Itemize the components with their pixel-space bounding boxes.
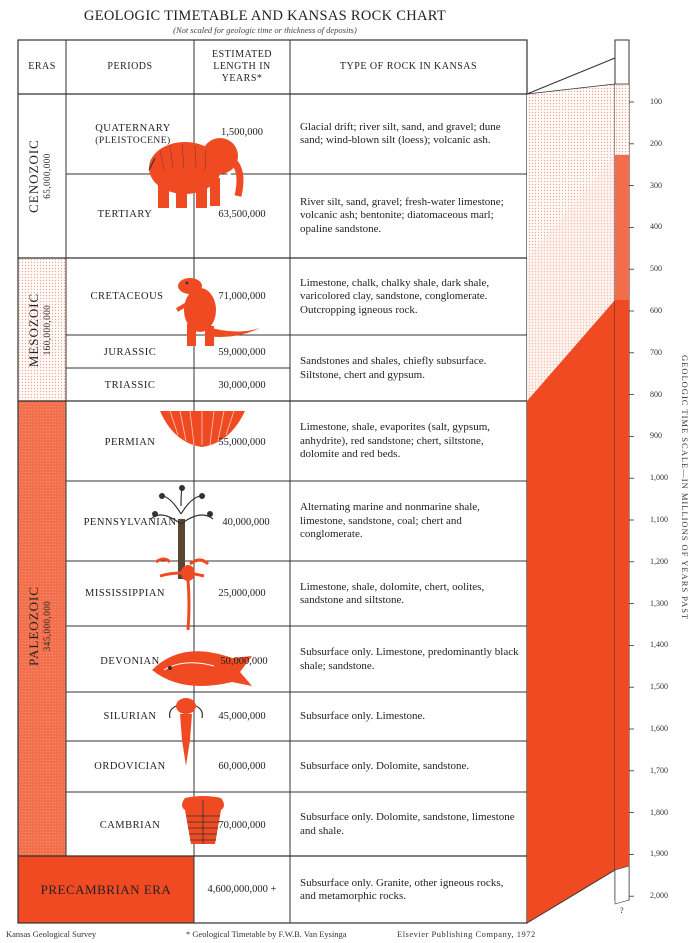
years-quaternary: 1,500,000 xyxy=(221,126,263,138)
era-precambrian: PRECAMBRIAN ERA xyxy=(40,881,172,897)
period-jurassic: JURASSIC xyxy=(103,346,157,358)
footer-left: Kansas Geological Survey xyxy=(6,929,97,939)
years-permian: 55,000,000 xyxy=(218,436,266,448)
rock-cambrian: Subsurface only. Dolomite, sandstone, li… xyxy=(300,811,515,837)
header-length: ESTIMATED LENGTH IN YEARS* xyxy=(211,49,273,84)
scale-tick-label: 300 xyxy=(650,180,662,190)
period-pennsylvanian: PENNSYLVANIAN xyxy=(83,516,177,528)
scale-tick-label: 200 xyxy=(650,138,662,148)
footer-middle: * Geological Timetable by F.W.B. Van Eys… xyxy=(186,929,347,939)
precambrian-fill xyxy=(18,856,194,923)
rock-silurian: Subsurface only. Limestone. xyxy=(300,710,426,723)
time-scale-bar xyxy=(526,39,630,924)
rock-pennsylvanian: Alternating marine and nonmarine shale, … xyxy=(300,501,480,541)
period-cretaceous: CRETACEOUS xyxy=(90,290,164,302)
rock-quaternary: Glacial drift; river silt, sand, and gra… xyxy=(300,120,501,147)
crinoid-icon xyxy=(181,565,195,631)
eurypterid-icon xyxy=(169,698,203,766)
brachiopod-icon xyxy=(160,410,245,447)
scale-tick-label: 1,900 xyxy=(650,849,668,859)
period-cambrian: CAMBRIAN xyxy=(99,819,161,831)
scale-tick-label: 1,400 xyxy=(650,640,668,650)
scale-title: GEOLOGIC TIME SCALE—IN MILLIONS OF YEARS… xyxy=(680,355,690,621)
chart-subtitle: (Not scaled for geologic time or thickne… xyxy=(173,25,357,35)
scale-tick-label: 2,000 xyxy=(650,891,668,901)
period-quaternary: QUATERNARY (PLEISTOCENE) xyxy=(95,123,171,146)
scale-tick-label: 1,600 xyxy=(650,724,668,733)
years-devonian: 50,000,000 xyxy=(220,655,268,667)
scale-tick-label: 900 xyxy=(650,431,662,441)
period-tertiary: TERTIARY xyxy=(97,208,153,220)
scale-tick-label: 1,500 xyxy=(650,682,668,692)
rock-cretaceous: Limestone, chalk, chalky shale, dark sha… xyxy=(300,276,490,316)
header-eras: ERAS xyxy=(28,61,56,72)
years-tertiary: 63,500,000 xyxy=(218,208,266,220)
era-paleozoic: PALEOZOIC 345,000,000 xyxy=(26,585,52,667)
period-triassic: TRIASSIC xyxy=(104,379,156,391)
scale-tick-label: 600 xyxy=(650,306,662,315)
rock-precambrian: Subsurface only. Granite, other igneous … xyxy=(300,876,504,903)
scale-tick-label: 1,000 xyxy=(650,473,668,483)
chart-title: GEOLOGIC TIMETABLE AND KANSAS ROCK CHART xyxy=(83,8,447,24)
era-cenozoic: CENOZOIC 65,000,000 xyxy=(26,139,52,213)
header-rock: TYPE OF ROCK IN KANSAS xyxy=(339,61,478,72)
mesozoic-fill xyxy=(18,258,66,401)
scale-tick-label: 1,800 xyxy=(650,807,668,817)
period-devonian: DEVONIAN xyxy=(100,655,160,667)
rock-permian: Limestone, shale, evaporites (salt, gyps… xyxy=(300,421,491,461)
years-pennsylvanian: 40,000,000 xyxy=(222,516,270,528)
years-mississippian: 25,000,000 xyxy=(218,587,266,599)
rock-tertiary: River silt, sand, gravel; fresh-water li… xyxy=(300,195,504,235)
fish-icon xyxy=(152,651,252,686)
scale-tick-label: 1,200 xyxy=(650,556,668,566)
scale-tick-label: 400 xyxy=(650,222,662,232)
scale-tick-label: 800 xyxy=(650,389,662,399)
rock-mississippian: Limestone, shale, dolomite, chert, oolit… xyxy=(300,580,485,607)
rock-jurassic-triassic: Sandstones and shales, chiefly subsurfac… xyxy=(300,355,487,381)
rock-ordovician: Subsurface only. Dolomite, sandstone. xyxy=(300,760,470,773)
years-jurassic: 59,000,000 xyxy=(218,346,266,358)
scale-tick-label: 700 xyxy=(650,347,662,357)
period-permian: PERMIAN xyxy=(104,436,156,448)
paleozoic-fill xyxy=(18,401,66,856)
years-cambrian: 70,000,000 xyxy=(218,819,266,831)
scale-bottom-mark: ? xyxy=(620,906,624,915)
period-silurian: SILURIAN xyxy=(103,710,157,722)
scale-tick-label: 1,300 xyxy=(650,598,668,608)
scale-tick-label: 1,100 xyxy=(650,515,668,524)
rock-devonian: Subsurface only. Limestone, predominantl… xyxy=(300,646,519,672)
scale-tick-label: 100 xyxy=(650,97,662,106)
period-ordovician: ORDOVICIAN xyxy=(94,760,166,772)
years-silurian: 45,000,000 xyxy=(218,710,266,722)
trilobite-icon xyxy=(182,796,224,844)
scale-tick-label: 1,700 xyxy=(650,765,668,775)
dinosaur-icon xyxy=(175,278,260,346)
scale-tick-label: 500 xyxy=(650,264,662,274)
period-mississippian: MISSISSIPPIAN xyxy=(84,587,166,599)
footer-right: Elsevier Publishing Company, 1972 xyxy=(397,929,536,939)
years-ordovician: 60,000,000 xyxy=(218,760,266,772)
years-precambrian: 4,600,000,000 + xyxy=(207,883,277,895)
era-mesozoic: MESOZOIC 160,000,000 xyxy=(26,292,52,368)
years-triassic: 30,000,000 xyxy=(218,379,266,391)
mammoth-icon xyxy=(148,138,244,208)
header-periods: PERIODS xyxy=(107,61,153,72)
years-cretaceous: 71,000,000 xyxy=(218,290,266,302)
scale-ticks xyxy=(629,101,634,897)
